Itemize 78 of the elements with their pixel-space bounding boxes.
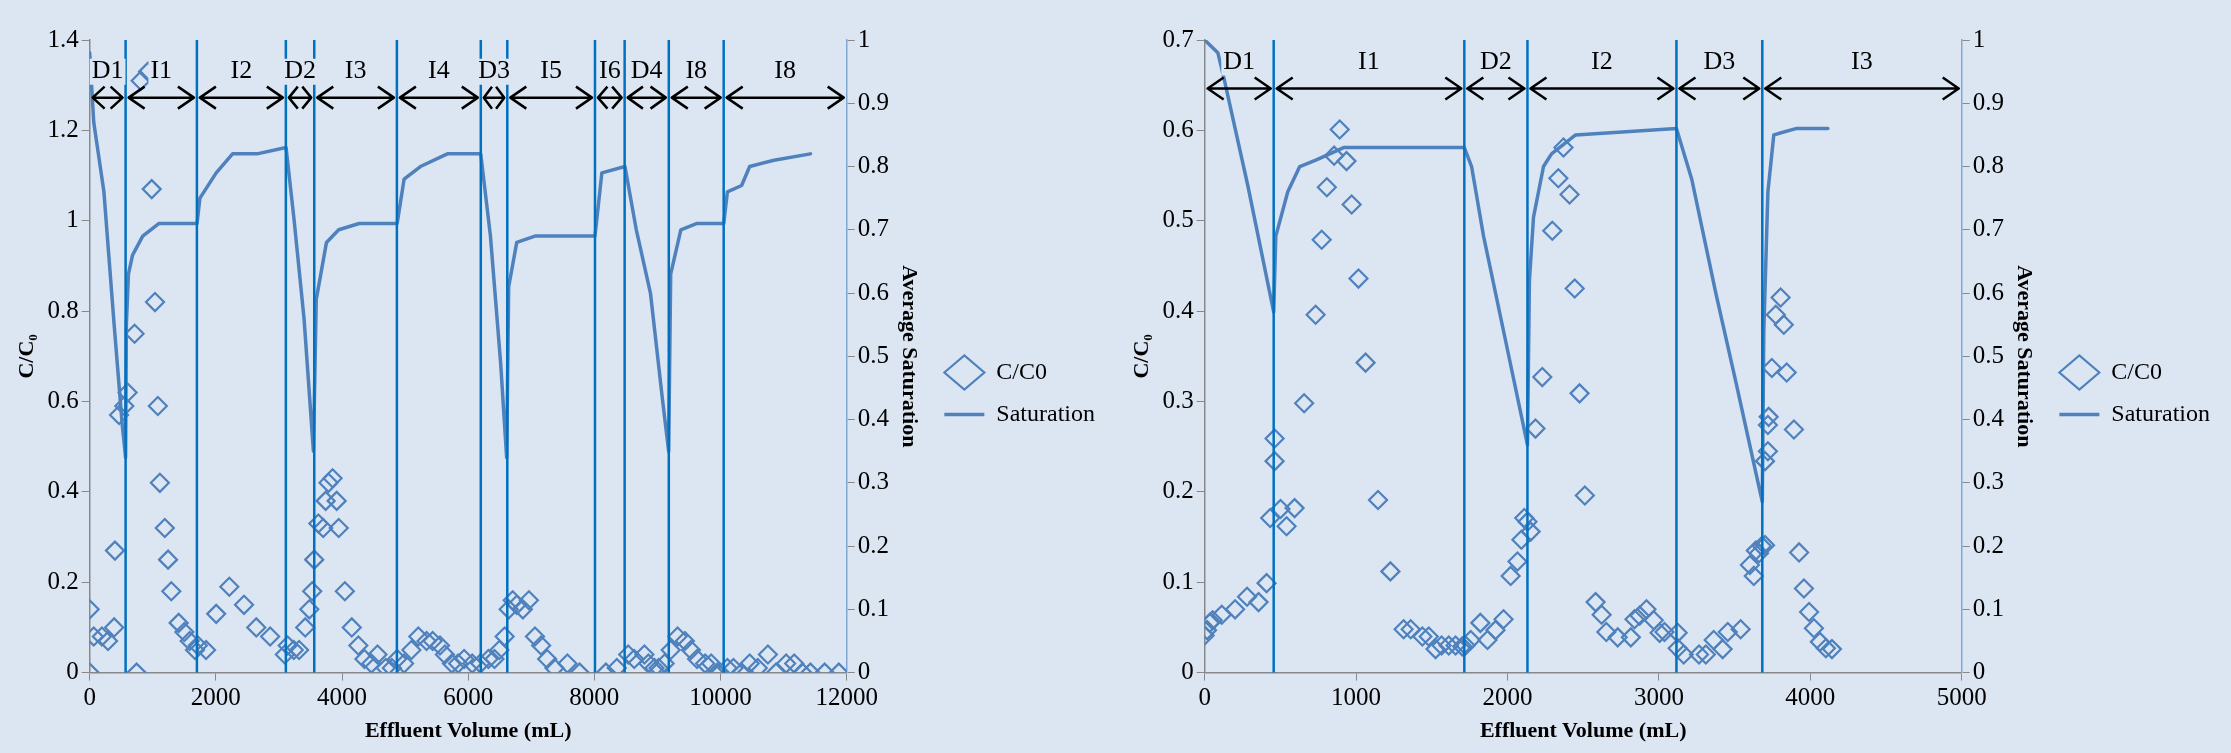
y-tick-label: 0.2	[1162, 476, 1194, 504]
legend-label: C/C0	[2111, 357, 2163, 384]
annotation: D2	[1479, 46, 1512, 76]
x-tick-label: 10000	[689, 683, 752, 711]
annotation: D1	[91, 55, 124, 85]
y-tick-label: 0.8	[47, 295, 79, 323]
annotation: I8	[685, 55, 708, 85]
y2-tick-label: 0.8	[857, 151, 889, 179]
y-tick-label: 0.3	[1162, 386, 1194, 414]
y2-tick-label: 1	[857, 24, 871, 52]
annotation: I2	[1591, 46, 1613, 76]
y-axis-title: C/C₀	[1127, 333, 1153, 379]
y-tick-label: 0.6	[1162, 114, 1194, 142]
y-tick-label: 0.4	[47, 476, 80, 504]
x-tick-label: 4000	[317, 683, 367, 711]
x-tick-label: 5000	[1936, 683, 1987, 711]
y2-axis-title: Average Saturation	[898, 265, 924, 448]
annotation: D2	[284, 55, 316, 85]
y-tick-label: 0	[1181, 657, 1194, 685]
y-tick-label: 0	[66, 657, 79, 685]
annotation: D1	[1223, 46, 1256, 76]
x-tick-label: 6000	[443, 683, 494, 711]
legend-label: C/C0	[996, 357, 1048, 384]
annotation: I1	[150, 55, 173, 85]
annotation: D4	[630, 55, 663, 85]
annotation: D3	[478, 55, 510, 85]
y2-tick-label: 0.5	[1972, 340, 2004, 368]
x-tick-label: 4000	[1785, 683, 1836, 711]
y-tick-label: 0.1	[1162, 566, 1194, 594]
x-axis-title: Effluent Volume (mL)	[1479, 717, 1687, 743]
y2-tick-label: 1	[1972, 24, 1986, 52]
legend-label: Saturation	[996, 399, 1096, 426]
annotation: D3	[1703, 46, 1736, 76]
legend-label: Saturation	[2111, 399, 2211, 426]
y2-tick-label: 0	[857, 657, 871, 685]
y2-axis-title: Average Saturation	[2013, 265, 2039, 448]
y-axis-title: C/C₀	[12, 333, 38, 379]
x-tick-label: 2000	[190, 683, 241, 711]
x-tick-label: 1000	[1331, 683, 1382, 711]
annotation: I4	[428, 55, 450, 85]
annotation: I6	[598, 55, 621, 85]
y-tick-label: 0.7	[1162, 24, 1194, 52]
y2-tick-label: 0.5	[857, 340, 889, 368]
y2-tick-label: 0.8	[1972, 151, 2004, 179]
y-tick-label: 0.6	[47, 386, 79, 414]
x-tick-label: 12000	[815, 683, 878, 711]
y-tick-label: 1.4	[47, 24, 80, 52]
x-tick-label: 2000	[1482, 683, 1533, 711]
annotation: I3	[344, 55, 367, 85]
y2-tick-label: 0.3	[1972, 467, 2004, 495]
annotation: I5	[540, 55, 562, 85]
y2-tick-label: 0	[1972, 657, 1986, 685]
y-tick-label: 0.5	[1162, 205, 1194, 233]
y2-tick-label: 0.6	[857, 277, 889, 305]
y-tick-label: 1.2	[47, 114, 79, 142]
y2-tick-label: 0.3	[857, 467, 889, 495]
y2-tick-label: 0.4	[1972, 404, 2005, 432]
x-tick-label: 0	[1198, 683, 1211, 711]
y2-tick-label: 0.7	[857, 214, 889, 242]
y2-tick-label: 0.7	[1972, 214, 2004, 242]
y2-tick-label: 0.1	[857, 593, 889, 621]
y-tick-label: 1	[66, 205, 79, 233]
x-axis-title: Effluent Volume (mL)	[364, 717, 572, 743]
annotation: I3	[1851, 46, 1873, 76]
y2-tick-label: 0.6	[1972, 277, 2004, 305]
y2-tick-label: 0.2	[857, 530, 889, 558]
y2-tick-label: 0.2	[1972, 530, 2004, 558]
y-tick-label: 0.4	[1162, 295, 1195, 323]
y2-tick-label: 0.9	[1972, 87, 2004, 115]
y-tick-label: 0.2	[47, 566, 79, 594]
annotation: I8	[774, 55, 797, 85]
x-tick-label: 8000	[569, 683, 620, 711]
annotation: I2	[230, 55, 253, 85]
annotation: I1	[1358, 46, 1380, 76]
x-tick-label: 3000	[1633, 683, 1684, 711]
y2-tick-label: 0.9	[857, 87, 889, 115]
y2-tick-label: 0.4	[857, 404, 890, 432]
y2-tick-label: 0.1	[1972, 593, 2004, 621]
